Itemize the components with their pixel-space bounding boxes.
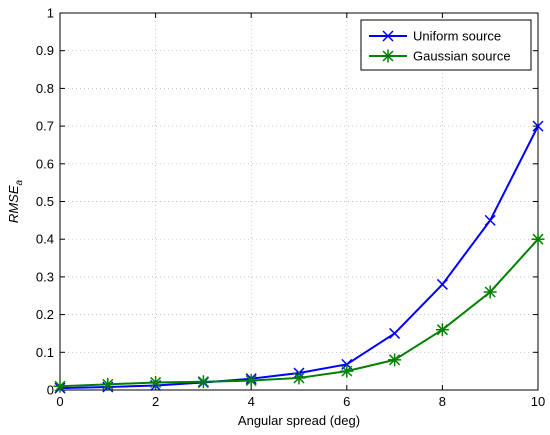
y-tick-label: 1	[47, 6, 54, 21]
y-tick-label: 0.3	[36, 269, 54, 284]
y-tick-label: 0.1	[36, 345, 54, 360]
y-tick-label: 0.2	[36, 307, 54, 322]
y-axis-label: RMSEa	[6, 180, 25, 224]
y-axis-label-main: RMSE	[6, 185, 21, 223]
x-tick-label: 4	[248, 394, 255, 409]
y-tick-label: 0.4	[36, 232, 54, 247]
x-tick-label: 6	[343, 394, 350, 409]
series-2-point	[196, 375, 210, 389]
legend: Uniform source Gaussian source	[360, 19, 532, 71]
grid	[60, 13, 538, 390]
x-tick-label: 8	[439, 394, 446, 409]
series-2-point	[292, 371, 306, 385]
series-2-point	[244, 374, 258, 388]
x-axis-label: Angular spread (deg)	[238, 413, 360, 428]
legend-marker-1	[382, 30, 394, 42]
y-axis-label-subscript: a	[14, 180, 25, 186]
series-2-point	[483, 285, 497, 299]
y-tick-label: 0.8	[36, 81, 54, 96]
plot-background	[60, 13, 538, 390]
axes: 0 2 4 6 8 10 0 0.1 0.2 0.3 0.4 0.5 0.6 0.7 0.8 0.9 1	[36, 6, 545, 410]
legend-label-2: Gaussian source	[413, 49, 511, 64]
x-tick-label: 10	[531, 394, 545, 409]
series-1-point	[389, 327, 401, 339]
series-2-point	[531, 232, 545, 246]
series-2-point	[435, 323, 449, 337]
series-2-point	[53, 379, 67, 393]
series-2-point	[101, 377, 115, 391]
x-tick-label: 2	[152, 394, 159, 409]
series-1-point	[436, 278, 448, 290]
series-2-point	[149, 375, 163, 389]
y-tick-label: 0.9	[36, 43, 54, 58]
y-tick-label: 0	[47, 383, 54, 398]
y-tick-label: 0.5	[36, 194, 54, 209]
series-1-point	[484, 214, 496, 226]
legend-marker-2	[381, 49, 395, 63]
series-group	[53, 120, 545, 394]
x-tick-label: 0	[56, 394, 63, 409]
y-tick-label: 0.7	[36, 119, 54, 134]
series-2-point	[340, 364, 354, 378]
series-1-point	[532, 120, 544, 132]
y-tick-label: 0.6	[36, 156, 54, 171]
legend-box	[360, 19, 532, 71]
legend-label-1: Uniform source	[413, 29, 501, 44]
series-2-point	[388, 353, 402, 367]
